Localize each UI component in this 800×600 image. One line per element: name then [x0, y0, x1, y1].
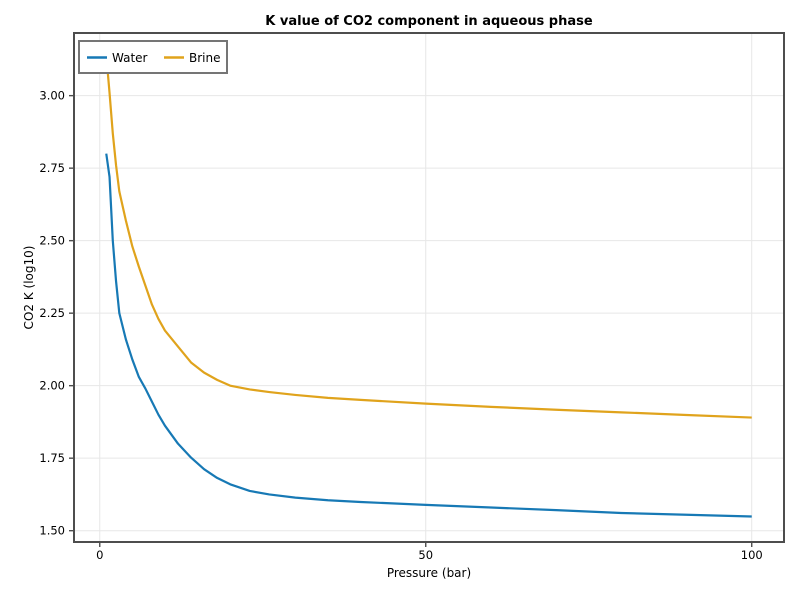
y-tick-label: 3.00	[39, 89, 65, 103]
y-tick-label: 1.75	[39, 451, 65, 465]
legend-label-water: Water	[112, 51, 148, 65]
x-axis-label: Pressure (bar)	[387, 566, 471, 580]
series-line-water	[105, 153, 752, 518]
gridlines	[74, 33, 784, 542]
chart-title: K value of CO2 component in aqueous phas…	[265, 14, 593, 29]
y-tick-label: 2.75	[39, 161, 65, 175]
y-tick-label: 2.00	[39, 379, 65, 393]
data-series	[105, 54, 752, 518]
legend: Water Brine	[78, 40, 228, 74]
y-tick-label: 2.25	[39, 306, 65, 320]
y-axis-label: CO2 K (log10)	[22, 246, 36, 330]
y-tick-label: 2.50	[39, 234, 65, 248]
x-tick-label: 100	[741, 548, 763, 562]
plot-border	[73, 32, 785, 543]
x-tick-label: 50	[418, 548, 433, 562]
x-tick-label: 0	[96, 548, 103, 562]
axis-ticks: 0 50 100 1.50 1.75 2.00 2.25 2.50 2.75 3.00	[39, 89, 762, 562]
legend-label-brine: Brine	[189, 51, 221, 65]
y-tick-label: 1.50	[39, 524, 65, 538]
series-line-brine	[105, 54, 752, 419]
